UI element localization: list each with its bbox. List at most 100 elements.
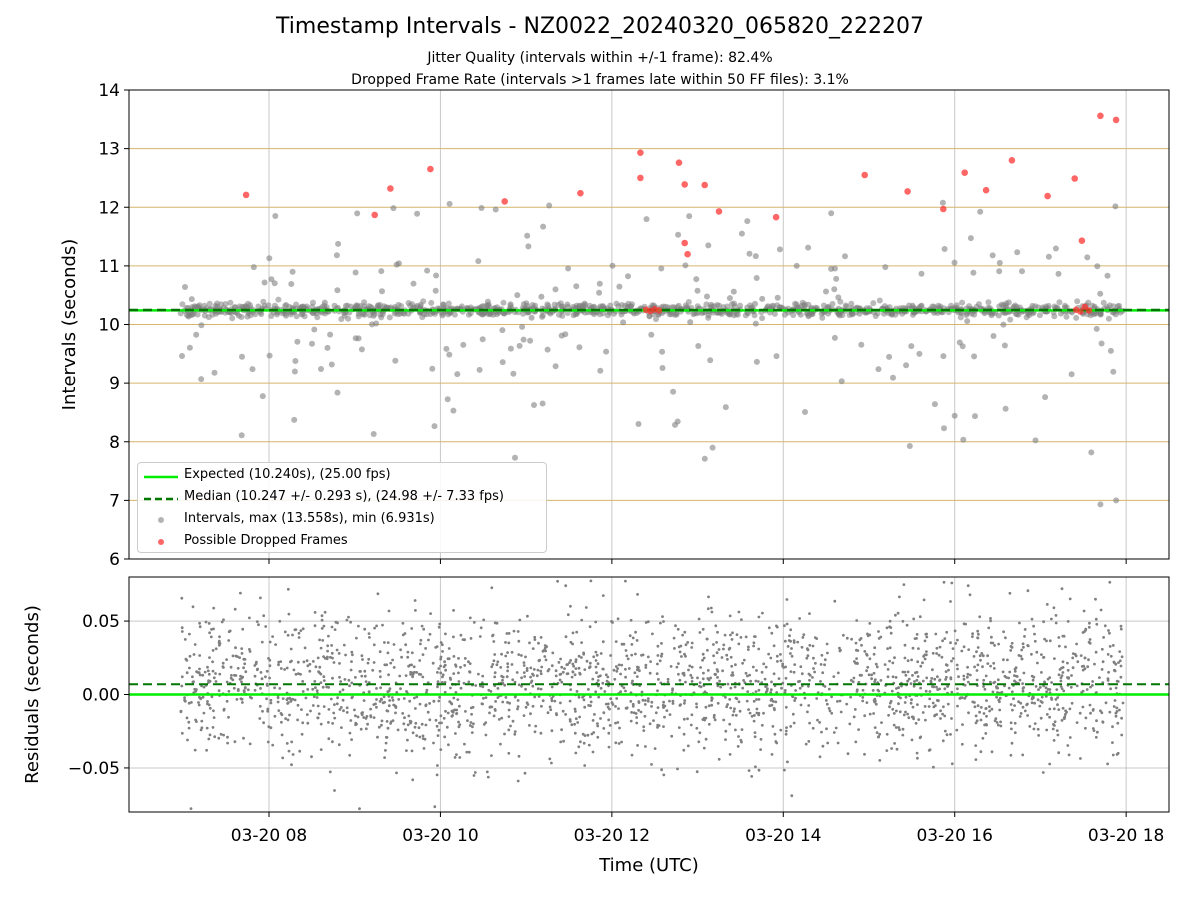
residual-point bbox=[192, 680, 195, 684]
residual-point bbox=[1094, 735, 1098, 739]
residual-point bbox=[439, 657, 443, 661]
residual-point bbox=[737, 642, 741, 646]
residual-point bbox=[438, 695, 441, 699]
residual-point bbox=[979, 750, 983, 754]
residual-point bbox=[690, 680, 694, 683]
interval-point bbox=[1113, 497, 1120, 504]
residual-point bbox=[812, 656, 815, 660]
residual-point bbox=[458, 756, 462, 759]
residual-point bbox=[362, 699, 366, 702]
residual-point bbox=[974, 721, 978, 725]
residual-point bbox=[1108, 631, 1111, 635]
residual-point bbox=[330, 651, 334, 655]
residual-point bbox=[989, 617, 992, 620]
residual-point bbox=[808, 678, 811, 682]
residual-point bbox=[205, 748, 209, 752]
residual-point bbox=[950, 581, 954, 585]
interval-point bbox=[446, 351, 453, 358]
residual-point bbox=[233, 607, 237, 611]
residual-point bbox=[658, 659, 662, 663]
residual-point bbox=[1037, 688, 1040, 691]
residual-point bbox=[896, 611, 900, 615]
residual-point bbox=[439, 664, 442, 668]
residual-point bbox=[1119, 627, 1123, 631]
residual-point bbox=[386, 641, 390, 644]
residual-point bbox=[404, 643, 408, 647]
interval-point bbox=[964, 318, 971, 325]
residual-point bbox=[516, 705, 520, 708]
interval-point bbox=[507, 345, 514, 352]
residual-point bbox=[415, 734, 419, 737]
residual-point bbox=[231, 654, 235, 658]
residual-point bbox=[975, 719, 979, 723]
residual-point bbox=[222, 707, 226, 711]
residual-point bbox=[775, 625, 779, 629]
residual-point bbox=[217, 736, 221, 740]
residual-point bbox=[246, 688, 250, 692]
residual-point bbox=[1055, 688, 1059, 691]
residual-point bbox=[622, 686, 626, 690]
residual-point bbox=[414, 721, 418, 725]
residual-point bbox=[1100, 711, 1104, 715]
residual-point bbox=[1119, 664, 1123, 668]
residual-point bbox=[714, 624, 718, 628]
residual-point bbox=[422, 627, 426, 631]
residual-point bbox=[916, 703, 919, 706]
dropped-frame-point bbox=[637, 149, 644, 156]
residual-point bbox=[349, 668, 353, 672]
residual-point bbox=[1102, 636, 1105, 639]
residual-point bbox=[331, 740, 334, 744]
residual-point bbox=[719, 685, 722, 689]
residual-point bbox=[1042, 620, 1045, 624]
residual-point bbox=[842, 633, 845, 637]
residual-point bbox=[1013, 669, 1017, 673]
residual-point bbox=[852, 676, 856, 680]
residual-point bbox=[496, 696, 500, 699]
residual-point bbox=[446, 711, 450, 715]
residual-point bbox=[1045, 713, 1049, 716]
residual-point bbox=[680, 655, 683, 658]
residual-point bbox=[730, 664, 734, 668]
residual-point bbox=[1013, 731, 1017, 735]
residual-point bbox=[877, 689, 881, 693]
interval-point bbox=[701, 455, 708, 462]
residual-point bbox=[1082, 609, 1086, 613]
residual-point bbox=[250, 696, 254, 700]
residual-point bbox=[276, 700, 280, 704]
residual-point bbox=[468, 724, 472, 727]
residual-point bbox=[467, 680, 471, 684]
residual-point bbox=[1032, 675, 1036, 679]
residual-point bbox=[327, 721, 330, 724]
residual-point bbox=[683, 701, 686, 705]
residual-point bbox=[706, 607, 710, 611]
residual-point bbox=[624, 667, 627, 671]
residual-point bbox=[660, 654, 663, 658]
residual-point bbox=[285, 742, 289, 745]
interval-point bbox=[876, 297, 883, 304]
residual-point bbox=[1114, 711, 1118, 715]
residual-point bbox=[480, 702, 484, 706]
dropped-frame-point bbox=[1008, 157, 1016, 164]
residual-point bbox=[875, 731, 879, 734]
residual-point bbox=[1108, 710, 1112, 714]
residual-point bbox=[241, 701, 244, 704]
residual-point bbox=[910, 715, 914, 719]
residual-point bbox=[918, 615, 922, 619]
residual-point bbox=[773, 732, 777, 736]
residual-point bbox=[587, 688, 590, 691]
residual-point bbox=[344, 653, 347, 657]
residual-point bbox=[318, 638, 321, 642]
interval-point bbox=[693, 276, 700, 283]
residual-point bbox=[912, 617, 916, 621]
residual-point bbox=[559, 657, 562, 661]
legend-item-median: Median (10.247 +/- 0.293 s), (24.98 +/- … bbox=[138, 487, 546, 507]
interval-point bbox=[744, 218, 751, 225]
residual-point bbox=[870, 673, 873, 677]
residual-point bbox=[709, 676, 712, 680]
interval-point bbox=[672, 421, 678, 428]
interval-point bbox=[653, 316, 659, 323]
residual-point bbox=[442, 716, 446, 720]
residual-point bbox=[507, 751, 511, 755]
interval-point bbox=[951, 412, 958, 419]
residual-point bbox=[277, 663, 280, 667]
